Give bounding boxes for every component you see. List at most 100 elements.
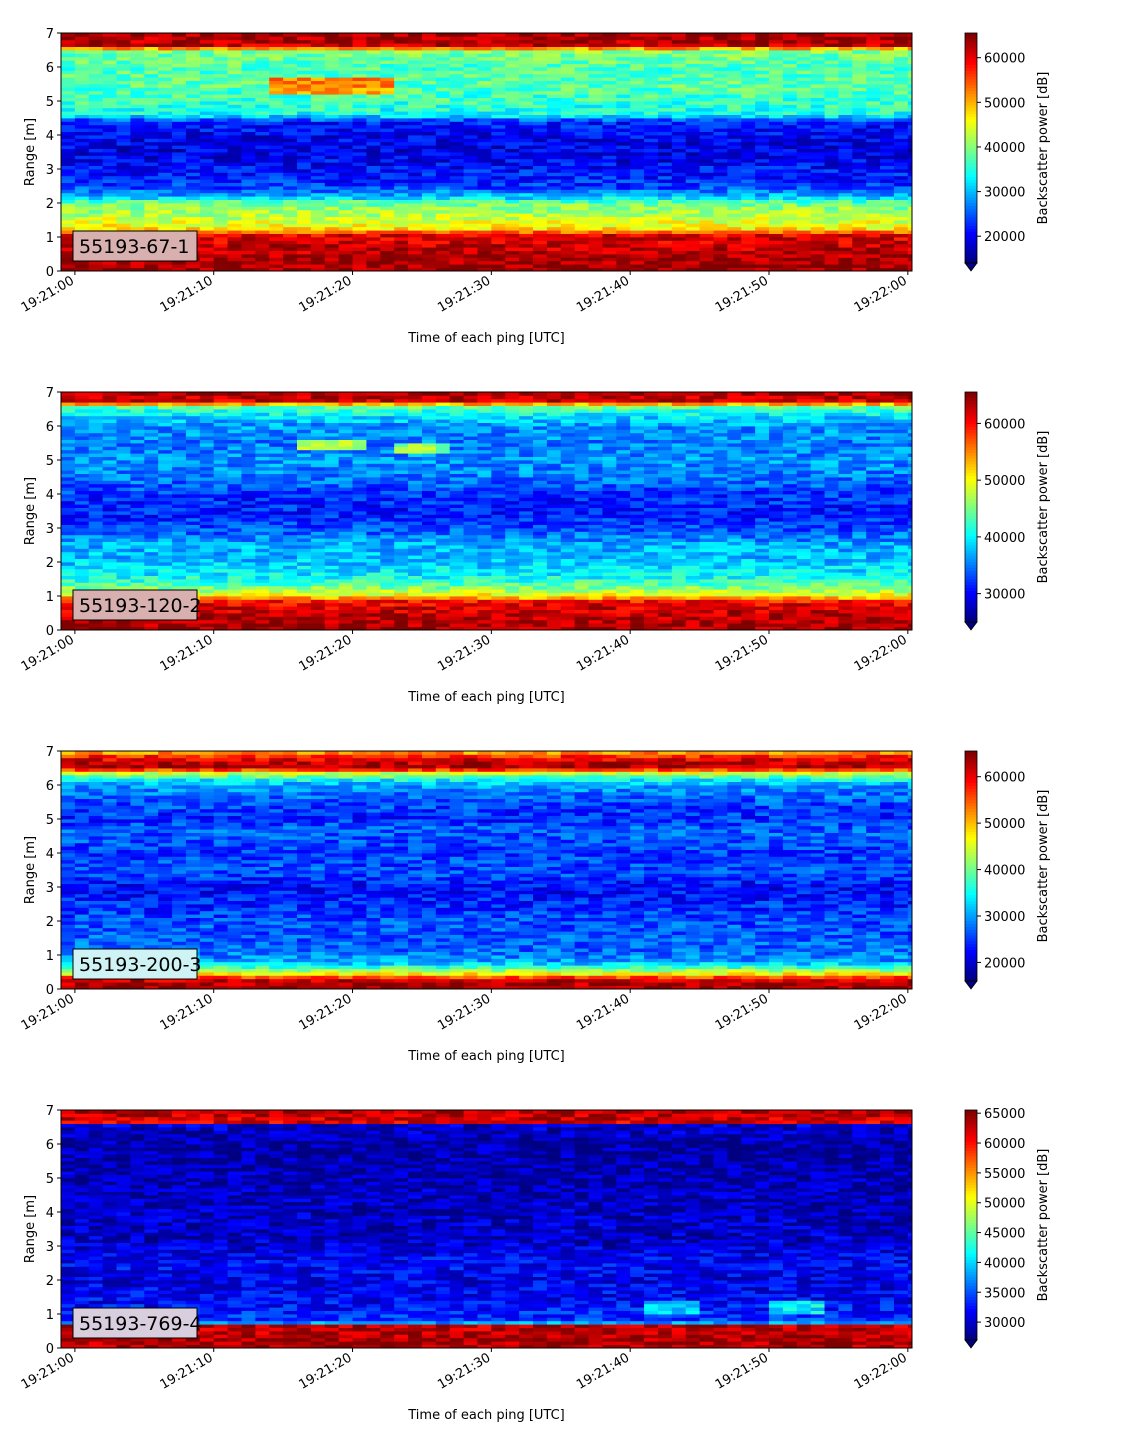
heatmap-cell bbox=[616, 213, 631, 217]
heatmap-cell bbox=[213, 260, 228, 265]
heatmap-cell bbox=[269, 84, 284, 88]
heatmap-cell bbox=[907, 39, 913, 44]
heatmap-cell bbox=[741, 203, 756, 207]
heatmap-cell bbox=[310, 60, 326, 64]
heatmap-cell bbox=[741, 73, 756, 78]
heatmap-cell bbox=[172, 226, 187, 231]
heatmap-cell bbox=[324, 70, 340, 75]
colorbar-segment bbox=[965, 122, 977, 126]
heatmap-cell bbox=[185, 189, 201, 194]
heatmap-cell bbox=[782, 226, 798, 231]
heatmap-cell bbox=[907, 73, 913, 78]
heatmap-cell bbox=[699, 33, 714, 37]
heatmap-cell bbox=[505, 94, 520, 98]
heatmap-cell bbox=[685, 220, 700, 224]
heatmap-cell bbox=[380, 46, 395, 51]
colorbar-segment bbox=[965, 113, 977, 117]
heatmap-cell bbox=[241, 141, 256, 146]
heatmap-cell bbox=[310, 243, 326, 248]
heatmap-cell bbox=[685, 148, 700, 153]
heatmap-cell bbox=[408, 257, 423, 262]
heatmap-cell bbox=[810, 216, 825, 221]
heatmap-cell bbox=[713, 39, 728, 44]
heatmap-cell bbox=[546, 203, 562, 207]
heatmap-cell bbox=[421, 158, 437, 163]
heatmap-cell bbox=[907, 158, 913, 163]
heatmap-cell bbox=[74, 131, 90, 136]
heatmap-cell bbox=[588, 257, 603, 262]
heatmap-cell bbox=[644, 172, 659, 177]
heatmap-cell bbox=[102, 77, 117, 81]
heatmap-cell bbox=[755, 107, 770, 112]
heatmap-cell bbox=[324, 124, 340, 129]
heatmap-cell bbox=[310, 124, 326, 129]
heatmap-cell bbox=[602, 77, 617, 81]
heatmap-cell bbox=[491, 199, 506, 204]
heatmap-cell bbox=[269, 56, 284, 61]
colorbar-segment bbox=[965, 176, 977, 181]
heatmap-cell bbox=[74, 517, 90, 522]
heatmap-cell bbox=[199, 56, 215, 61]
heatmap-cell bbox=[449, 199, 464, 204]
heatmap-cell bbox=[727, 70, 742, 75]
heatmap-cell bbox=[144, 43, 159, 47]
heatmap-cell bbox=[74, 473, 90, 478]
heatmap-cell bbox=[560, 148, 576, 153]
heatmap-cell bbox=[88, 39, 104, 44]
heatmap-cell bbox=[88, 135, 104, 139]
heatmap-cell bbox=[755, 247, 770, 251]
heatmap-cell bbox=[852, 36, 867, 41]
heatmap-cell bbox=[477, 128, 492, 132]
heatmap-cell bbox=[630, 243, 645, 248]
heatmap-cell bbox=[297, 138, 312, 143]
heatmap-cell bbox=[394, 223, 409, 228]
heatmap-cell bbox=[769, 192, 784, 197]
heatmap-cell bbox=[477, 80, 492, 85]
heatmap-cell bbox=[644, 36, 659, 41]
heatmap-cell bbox=[560, 94, 576, 98]
heatmap-cell bbox=[269, 209, 284, 214]
heatmap-cell bbox=[741, 131, 756, 136]
heatmap-cell bbox=[491, 145, 506, 149]
heatmap-cell bbox=[408, 63, 423, 68]
heatmap-cell bbox=[158, 60, 173, 64]
heatmap-cell bbox=[199, 90, 215, 95]
heatmap-cell bbox=[644, 158, 659, 163]
heatmap-cell bbox=[574, 213, 589, 217]
heatmap-cell bbox=[338, 250, 353, 255]
heatmap-cell bbox=[172, 135, 187, 139]
heatmap-cell bbox=[338, 87, 353, 92]
heatmap-cell bbox=[130, 63, 145, 68]
heatmap-cell bbox=[741, 70, 756, 75]
heatmap-cell bbox=[408, 94, 423, 98]
heatmap-cell bbox=[671, 80, 687, 85]
heatmap-cell bbox=[852, 213, 867, 217]
heatmap-cell bbox=[810, 213, 825, 217]
heatmap-cell bbox=[116, 419, 131, 423]
heatmap-cell bbox=[755, 39, 770, 44]
heatmap-cell bbox=[741, 104, 756, 109]
heatmap-cell bbox=[866, 196, 881, 200]
heatmap-cell bbox=[102, 111, 117, 115]
heatmap-cell bbox=[102, 199, 117, 204]
heatmap-cell bbox=[172, 39, 187, 44]
heatmap-cell bbox=[130, 494, 145, 498]
heatmap-cell bbox=[366, 80, 381, 85]
heatmap-cell bbox=[866, 233, 881, 238]
heatmap-cell bbox=[463, 50, 478, 54]
heatmap-cell bbox=[116, 70, 131, 75]
heatmap-cell bbox=[907, 145, 913, 149]
heatmap-cell bbox=[241, 73, 256, 78]
heatmap-cell bbox=[602, 135, 617, 139]
heatmap-cell bbox=[699, 104, 714, 109]
heatmap-cell bbox=[505, 138, 520, 143]
heatmap-cell bbox=[699, 237, 714, 241]
heatmap-cell bbox=[158, 118, 173, 122]
heatmap-cell bbox=[380, 107, 395, 112]
heatmap-cell bbox=[283, 165, 298, 170]
heatmap-cell bbox=[616, 70, 631, 75]
heatmap-cell bbox=[102, 118, 117, 122]
colorbar-segment bbox=[965, 248, 977, 253]
heatmap-cell bbox=[907, 53, 913, 58]
heatmap-cell bbox=[213, 135, 228, 139]
